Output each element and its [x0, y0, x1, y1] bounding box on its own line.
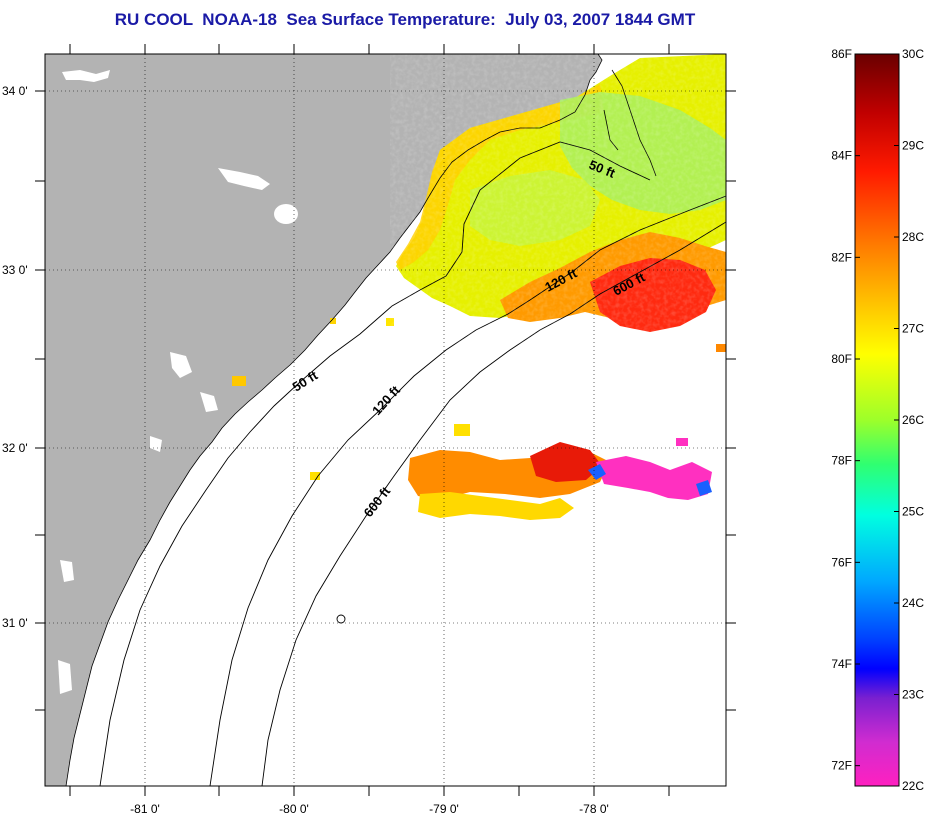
colorbar-fahrenheit-ticks: 86F 84F 82F 80F 78F 76F 74F 72F — [831, 47, 860, 773]
temperature-colorbar: 30C 29C 28C 27C 26C 25C 24C 23C 22C 86F 84F 82F 80F… — [831, 47, 924, 793]
map-title: RU COOL NOAA-18 Sea Surface Temperature:… — [114, 10, 696, 29]
colorbar-celsius-label: 22C — [902, 779, 924, 793]
colorbar-celsius-label: 29C — [902, 139, 924, 153]
colorbar-celsius-label: 26C — [902, 413, 924, 427]
sst-band-southern-yellow — [418, 492, 574, 520]
lat-label: 31 0' — [2, 616, 28, 630]
colorbar-fahrenheit-label: 80F — [831, 352, 852, 366]
colorbar-celsius-label: 24C — [902, 596, 924, 610]
colorbar-fahrenheit-label: 72F — [831, 759, 852, 773]
map-frame — [44, 53, 727, 787]
longitude-labels: -81 0' -80 0' -79 0' -78 0' — [130, 802, 609, 816]
colorbar-celsius-label: 25C — [902, 505, 924, 519]
colorbar-fahrenheit-label: 86F — [831, 47, 852, 61]
colorbar-fahrenheit-label: 74F — [831, 657, 852, 671]
lat-label: 33 0' — [2, 263, 28, 277]
colorbar-celsius-label: 30C — [902, 47, 924, 61]
lon-label: -78 0' — [579, 802, 609, 816]
lon-label: -81 0' — [130, 802, 160, 816]
lon-label: -79 0' — [429, 802, 459, 816]
colorbar-celsius-ticks: 30C 29C 28C 27C 26C 25C 24C 23C 22C — [894, 47, 924, 793]
map-area — [45, 54, 726, 786]
colorbar-gradient — [854, 53, 900, 787]
latitude-labels: 34 0' 33 0' 32 0' 31 0' — [2, 84, 28, 630]
colorbar-celsius-label: 27C — [902, 322, 924, 336]
frame-ticks — [35, 44, 736, 796]
colorbar-fahrenheit-label: 76F — [831, 555, 852, 569]
sst-spots-blue — [588, 464, 712, 496]
land-mass — [45, 54, 602, 786]
sst-band-southern-red — [530, 442, 602, 482]
colorbar-fahrenheit-label: 84F — [831, 149, 852, 163]
lat-label: 32 0' — [2, 441, 28, 455]
lon-label: -80 0' — [279, 802, 309, 816]
lat-label: 34 0' — [2, 84, 28, 98]
colorbar-celsius-label: 28C — [902, 230, 924, 244]
colorbar-celsius-label: 23C — [902, 688, 924, 702]
sst-band-southern-magenta — [596, 456, 712, 500]
colorbar-fahrenheit-label: 82F — [831, 250, 852, 264]
colorbar-fahrenheit-label: 78F — [831, 454, 852, 468]
map-gridlines — [45, 54, 726, 786]
